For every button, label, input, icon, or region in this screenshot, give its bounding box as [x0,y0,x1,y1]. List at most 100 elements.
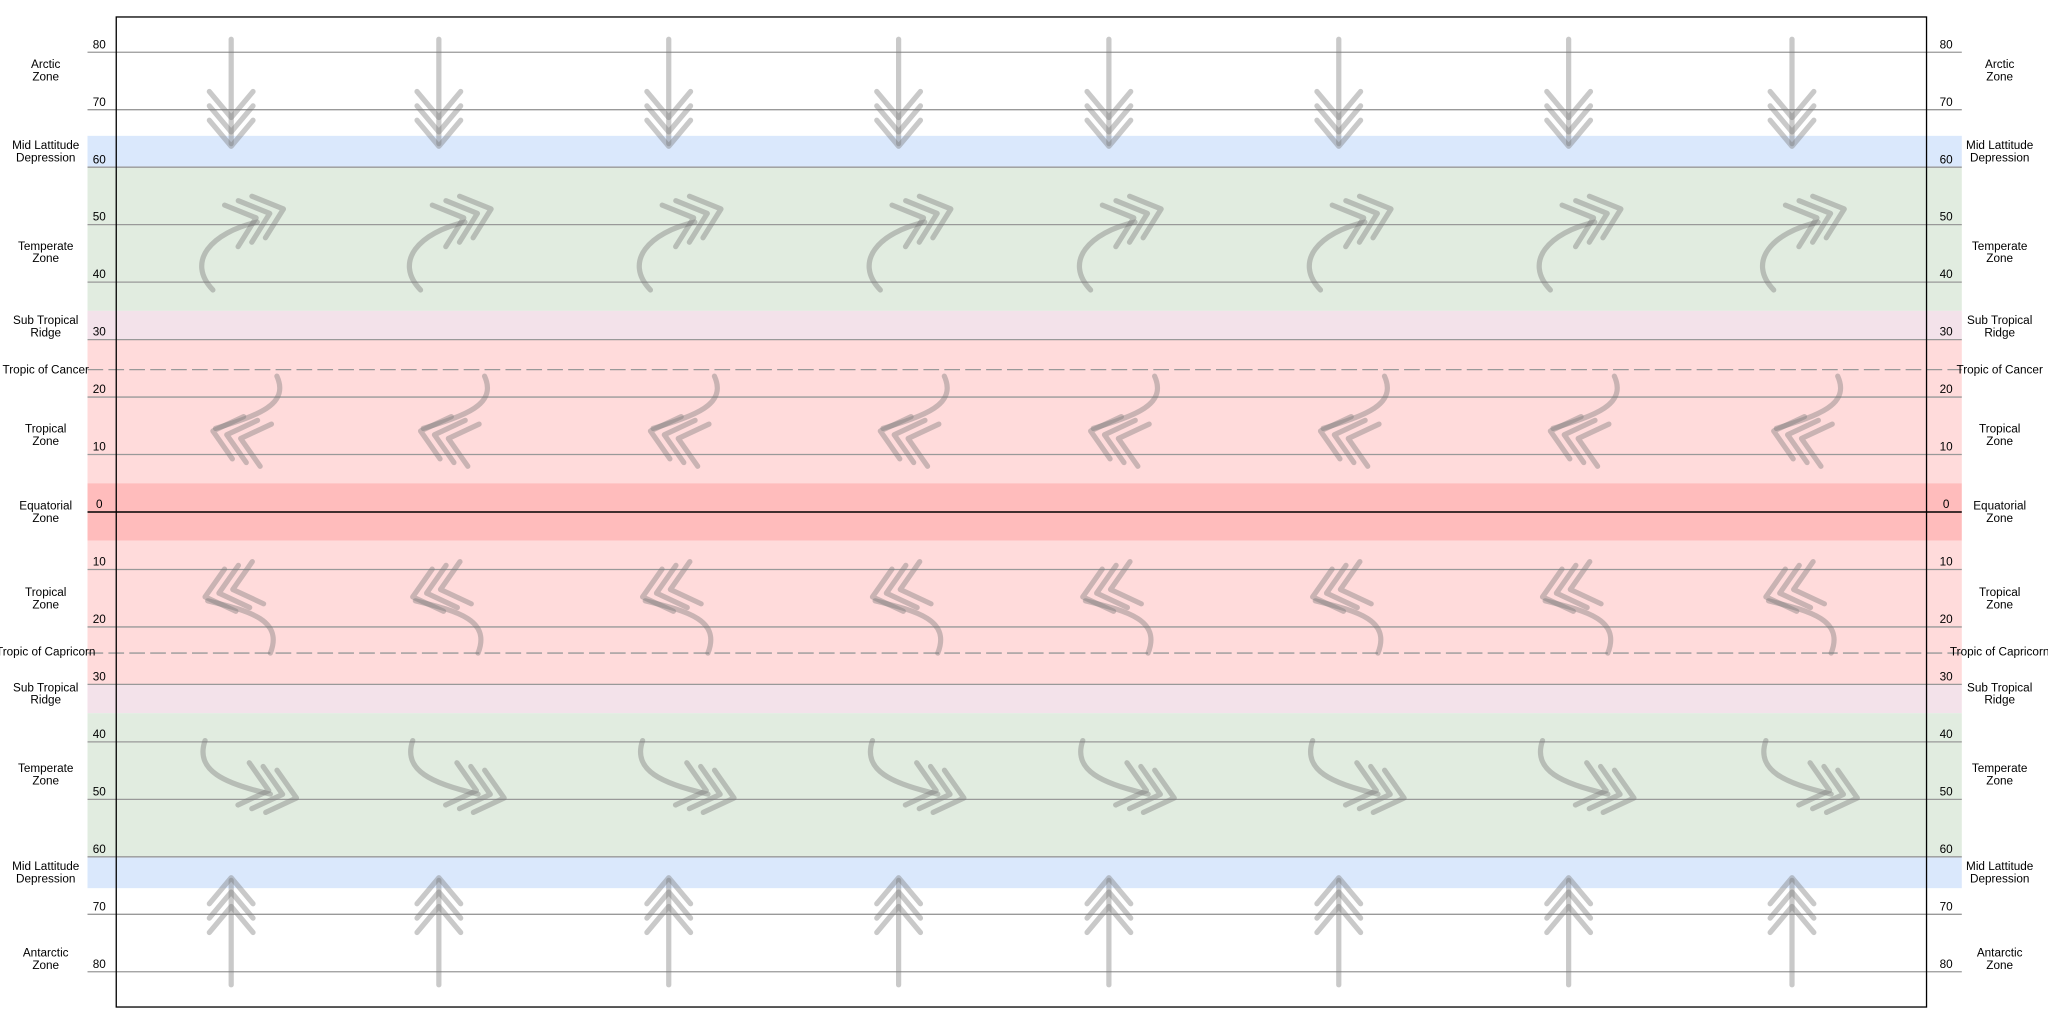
latitude-label: 70 [1940,900,1954,913]
zone-label: Temperate [1972,240,2028,253]
chevron [883,562,920,611]
latitude-label: 10 [93,441,107,454]
zone-label: Tropic of Cancer [1956,364,2043,377]
zone-label: Zone [1986,959,2013,972]
wind-arrow [420,373,490,432]
arrow-column [866,36,967,988]
wind-arrow [872,598,944,656]
wind-arrow [1308,737,1381,797]
chevron [1586,193,1624,241]
chevron [210,414,247,462]
chevron [206,889,256,921]
chevron [916,193,954,241]
chevron [414,875,464,907]
band-mid-latitude [87,856,1962,889]
latitude-label: 40 [1940,728,1954,741]
chevron [1099,202,1137,250]
chevron [437,559,474,607]
latitude-label: 60 [1940,843,1954,856]
wind-arrow [1076,219,1138,293]
zone-label: Zone [1986,252,2013,265]
zone-label: Sub Tropical [1967,681,2032,694]
chevron [1567,559,1604,607]
zone-label: Mid Lattitude [12,860,80,873]
chevron [874,903,924,936]
chevron [897,559,934,607]
zone-label: Temperate [18,240,74,253]
chevron [206,875,256,907]
chevron [874,88,924,121]
latitude-label: 80 [1940,958,1954,971]
chevron [1343,198,1380,245]
chevron [1314,889,1364,921]
zone-label: Ridge [30,327,61,340]
zone-label: Tropical [1979,423,2020,436]
chevron [1329,202,1367,250]
zone-label: Zone [32,71,59,84]
chevron [1544,875,1594,907]
wind-arrow [1078,737,1151,797]
arrow-column [199,36,300,988]
chevron [1356,763,1393,812]
chevron [1796,198,1834,245]
latitude-label: 30 [93,326,107,339]
arrow-column [1306,36,1407,988]
wind-arrow [1773,373,1844,432]
chevron [889,202,927,250]
zone-label: Temperate [18,762,74,775]
latitude-label: 60 [93,153,107,166]
chevron [1767,875,1817,907]
arrow-column [1536,36,1637,988]
chevron [891,417,928,466]
frame [115,16,1928,1008]
latitude-label: 40 [93,728,107,741]
latitude-label: 10 [1940,556,1954,569]
chevron [230,559,267,607]
chevron [644,903,694,936]
wind-arrows [199,36,1860,988]
chevron [429,202,467,250]
chevron [1113,760,1150,808]
wind-arrow [199,219,260,293]
chevron [410,566,447,614]
chevron [1314,88,1364,121]
chevron [644,889,694,921]
chevron [905,421,942,469]
chevron [1084,117,1134,149]
latitude-label: 70 [1940,96,1954,109]
chevron [659,202,697,250]
chevron [1087,414,1125,462]
wind-arrow [1550,373,1620,432]
chevron [874,103,924,135]
zone-label: Zone [1986,598,2013,611]
chevron [414,88,464,121]
wind-arrow [412,598,484,656]
zone-label: Depression [16,152,75,165]
latitude-label: 60 [1940,153,1954,166]
zone-label: Mid Lattitude [1966,860,2034,873]
chevron [1784,417,1821,466]
wind-arrow [650,373,720,432]
chevron [916,763,953,812]
chevron [414,117,464,149]
chevron [1370,767,1407,816]
chevron [417,414,454,462]
chevron [675,421,712,469]
chevron [224,417,261,466]
band-subtropical [87,310,1962,340]
chevron [1561,417,1598,466]
chevron [431,417,468,466]
chevron [686,193,724,241]
chevron [1798,421,1835,469]
chevron [930,767,967,816]
chevron [1767,903,1817,936]
zone-label: Antarctic [1977,946,2023,959]
wind-arrow [1312,598,1384,656]
chevron [456,763,493,812]
zone-label: Zone [32,512,59,525]
latitude-label: 80 [1940,38,1954,51]
chevron [1356,193,1394,241]
zone-label: Sub Tropical [13,314,78,327]
band-mid-latitude [87,135,1962,168]
chevron [457,193,494,241]
